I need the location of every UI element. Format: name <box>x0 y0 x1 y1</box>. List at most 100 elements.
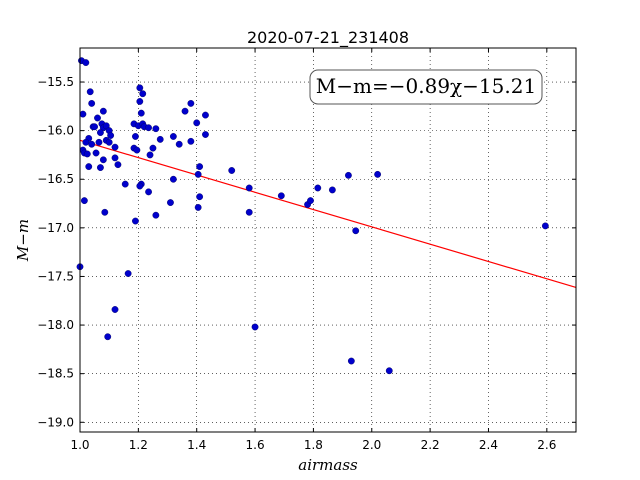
data-point <box>86 88 94 96</box>
data-point <box>245 184 253 192</box>
y-tick-label: −18.0 <box>37 318 74 332</box>
data-point <box>88 100 96 107</box>
x-axis-label: airmass <box>298 456 358 474</box>
data-point <box>139 90 147 98</box>
data-point <box>83 150 91 158</box>
data-point <box>193 119 201 127</box>
x-tick-label: 2.2 <box>421 438 440 452</box>
data-point <box>132 217 139 225</box>
data-points <box>76 57 549 375</box>
data-point <box>99 156 107 164</box>
data-point <box>167 199 174 206</box>
data-point <box>133 146 141 154</box>
chart-title: 2020-07-21_231408 <box>247 28 409 48</box>
data-point <box>149 144 157 152</box>
data-point <box>92 149 100 157</box>
data-point <box>97 129 104 136</box>
fit-line-group <box>79 139 577 289</box>
data-point <box>105 138 113 146</box>
data-point <box>196 163 204 171</box>
data-point <box>136 98 144 105</box>
y-tick-label: −15.5 <box>37 75 74 89</box>
data-point <box>111 306 119 313</box>
data-point <box>347 357 355 365</box>
data-point <box>202 131 209 138</box>
data-point <box>314 184 322 192</box>
data-point <box>94 114 101 122</box>
data-point <box>114 161 122 169</box>
data-point <box>91 123 98 131</box>
data-point <box>245 208 253 216</box>
data-point <box>79 110 87 118</box>
y-axis-label: M−m <box>14 219 32 262</box>
data-point <box>82 59 90 66</box>
data-point <box>352 227 360 235</box>
y-tick-label: −19.0 <box>37 415 74 429</box>
equation-label: M−m=−0.89χ−15.21 <box>316 74 536 98</box>
data-point <box>146 151 154 159</box>
x-tick-label: 1.4 <box>187 438 206 452</box>
data-point <box>228 167 236 174</box>
x-tick-label: 1.0 <box>70 438 89 452</box>
data-point <box>137 109 145 117</box>
data-point <box>194 204 202 211</box>
data-point <box>145 188 152 196</box>
data-point <box>187 137 195 145</box>
data-point <box>136 84 144 92</box>
x-tick-label: 1.6 <box>246 438 265 452</box>
plot-frame <box>79 47 577 433</box>
data-point <box>124 270 132 277</box>
data-point <box>82 138 90 146</box>
data-point <box>101 208 109 216</box>
data-point <box>156 135 164 143</box>
data-point <box>307 197 314 205</box>
data-point <box>194 170 202 178</box>
data-point <box>175 140 183 148</box>
data-point <box>328 186 336 194</box>
fit-line <box>79 139 577 289</box>
data-point <box>187 100 195 107</box>
data-point <box>181 107 189 115</box>
y-tick-label: −17.5 <box>37 269 74 283</box>
x-tick-label: 1.8 <box>304 438 323 452</box>
data-point <box>145 124 152 132</box>
data-point <box>99 107 107 115</box>
data-point <box>80 197 88 205</box>
data-point <box>385 367 393 375</box>
x-tick-label: 2.0 <box>362 438 381 452</box>
data-point <box>251 323 259 331</box>
data-point <box>104 333 112 341</box>
y-tick-label: −16.5 <box>37 172 74 186</box>
y-tick-label: −17.0 <box>37 221 74 235</box>
data-point <box>374 170 381 178</box>
x-tick-label: 2.6 <box>537 438 556 452</box>
data-point <box>541 222 549 230</box>
data-point <box>111 143 119 151</box>
data-point <box>88 140 96 148</box>
data-point <box>345 171 352 179</box>
data-point <box>202 111 209 119</box>
data-point <box>196 193 204 201</box>
data-point <box>152 125 160 133</box>
data-point <box>169 133 177 140</box>
x-tick-label: 2.4 <box>479 438 498 452</box>
data-point <box>95 138 103 146</box>
data-point <box>169 175 177 183</box>
data-point <box>132 133 139 140</box>
data-point <box>97 164 104 171</box>
plot-area <box>80 48 576 432</box>
data-point <box>111 154 119 162</box>
data-point <box>277 192 285 200</box>
data-point <box>85 163 93 171</box>
y-tick-label: −18.5 <box>37 367 74 381</box>
data-point <box>107 132 115 139</box>
data-point <box>136 182 144 190</box>
axis-ticks: 1.0 1.2 1.4 1.6 1.8 2.0 2.2 2.4 2.6 −15.5 −16.0 −16… <box>37 48 576 452</box>
y-tick-label: −16.0 <box>37 124 74 138</box>
equation-box: M−m=−0.89χ−15.21 <box>309 69 543 105</box>
data-point <box>121 180 129 188</box>
data-point <box>152 211 160 219</box>
x-tick-label: 1.2 <box>129 438 148 452</box>
equation-box-frame <box>309 69 543 105</box>
